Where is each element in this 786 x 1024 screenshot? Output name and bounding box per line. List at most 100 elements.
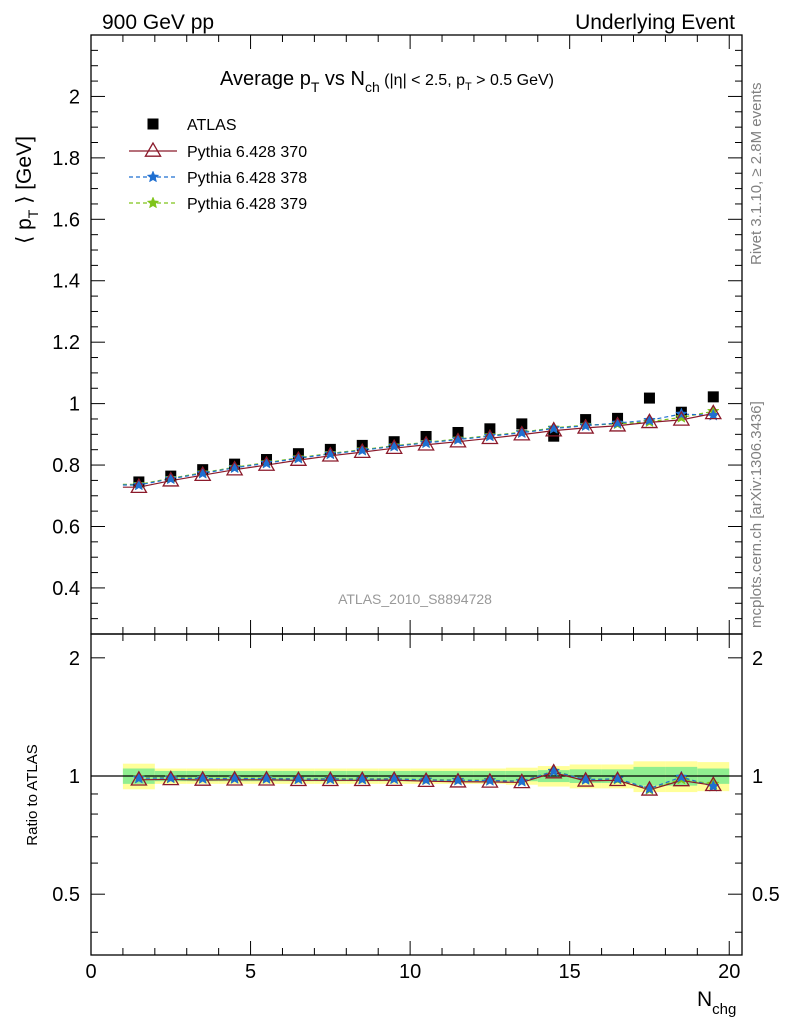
ratio-frame [90, 633, 743, 956]
pythia-378-point [483, 429, 497, 442]
y-tick-label: 1.8 [52, 148, 80, 170]
pythia-378-point [324, 447, 337, 460]
ratio-378-point [675, 770, 688, 783]
ratio-370-point [704, 775, 723, 792]
y-tick-label: 2 [69, 86, 80, 108]
ratio-370-point [449, 772, 467, 788]
pythia-378-point [196, 466, 210, 479]
pythia-378-point [547, 421, 561, 434]
header-right: Underlying Event [575, 11, 735, 34]
pythia-370-point [544, 421, 563, 437]
ratio-y-axis-label: Ratio to ATLAS [24, 744, 41, 845]
x-tick-label: 0 [85, 961, 96, 983]
atlas-data-point [643, 392, 655, 404]
pythia-370-point [321, 446, 340, 462]
pythia-378-point [228, 461, 241, 474]
pythia-378-point [387, 439, 401, 452]
legend-star-marker [146, 170, 160, 183]
pythia-370-point [162, 471, 180, 487]
main-plot-panel: 0.4 0.6 0.8 1 1.2 1.4 1.6 1.8 2 [52, 34, 743, 635]
pythia-378-point [611, 416, 624, 429]
atlas-data-point [516, 418, 528, 430]
ratio-378-point [387, 772, 401, 785]
ratio-378-point [355, 772, 369, 785]
x-tick-label: 15 [559, 961, 581, 983]
ratio-378-point [419, 773, 433, 786]
analysis-label: ATLAS_2010_S8894728 [338, 591, 492, 607]
ratio-378-point [132, 771, 146, 784]
ratio-y-tick-label: 1 [69, 766, 80, 788]
ratio-370-point [576, 771, 595, 787]
ratio-370-point [608, 771, 627, 787]
y-tick-label: 1 [69, 394, 80, 416]
legend-atlas-marker [147, 118, 159, 130]
ratio-370-point [385, 770, 403, 787]
ratio-370-point [289, 771, 308, 787]
pythia-370-point [672, 410, 691, 426]
main-data-points [122, 391, 723, 494]
legend-triangle-marker [144, 141, 162, 157]
ratio-378-point [579, 772, 592, 786]
ratio-370-point [417, 771, 435, 788]
ratio-y-tick-label-right: 2 [752, 648, 763, 670]
ratio-370-point [257, 770, 276, 786]
ratio-378-point [611, 772, 624, 785]
ratio-370-point [544, 763, 563, 779]
pythia-370-point [193, 465, 212, 482]
ratio-370-point [162, 770, 180, 786]
pythia-370-point [417, 435, 435, 451]
ratio-370-point [130, 770, 148, 786]
legend-label: ATLAS [187, 117, 237, 134]
ratio-y-tick-label-right: 0.5 [752, 884, 780, 906]
pythia-378-point [643, 413, 656, 426]
ratio-378-point [196, 771, 210, 784]
y-tick-label: 0.8 [52, 455, 80, 477]
ratio-370-point [193, 770, 212, 786]
pythia-370-point [481, 429, 499, 445]
pythia-370-point [353, 442, 371, 458]
legend: ATLAS Pythia 6.428 370 Pythia 6.428 378 Pyt… [129, 117, 307, 213]
ratio-y-tick-label: 0.5 [52, 884, 80, 906]
ratio-378-point [260, 771, 273, 784]
y-axis-label: ⟨ pT ⟩ [GeV] [13, 136, 41, 244]
ratio-370-point [640, 780, 659, 796]
pythia-378-point [164, 472, 178, 485]
ratio-370-point [672, 771, 691, 787]
x-tick-label: 10 [399, 961, 421, 983]
ratio-378-point [643, 781, 656, 794]
ratio-370-point [321, 771, 340, 787]
mcplots-label: mcplots.cern.ch [arXiv:1306.3436] [748, 401, 765, 628]
ratio-378-point [228, 771, 241, 784]
plot-title: Average pT vs Nch (|η| < 2.5, pT > 0.5 G… [220, 68, 554, 95]
rivet-version-label: Rivet 3.1.10, ≥ 2.8M events [748, 83, 765, 266]
pythia-370-point [704, 404, 723, 420]
main-ticks: 0.4 0.6 0.8 1 1.2 1.4 1.6 1.8 2 [52, 35, 742, 634]
header-left: 900 GeV pp [102, 11, 214, 34]
pythia-370-point [513, 425, 531, 441]
pythia-370-point [640, 413, 659, 429]
y-tick-label: 1.6 [52, 209, 80, 231]
pythia-370-point [289, 450, 308, 466]
ratio-y-tick-label: 2 [69, 648, 80, 670]
ratio-378-point [164, 771, 178, 784]
pythia-370-point [449, 432, 467, 448]
ratio-378-point [292, 772, 305, 785]
pythia-378-point [292, 451, 305, 464]
pythia-378-point [579, 419, 592, 432]
ratio-378-point [451, 773, 465, 786]
pythia-378-point [355, 443, 369, 456]
pythia-370-point [385, 438, 403, 455]
ratio-data-points [130, 763, 723, 796]
atlas-data-point [484, 423, 496, 435]
pythia-378-point [515, 426, 529, 439]
ratio-370-point [353, 771, 371, 787]
y-tick-label: 0.6 [52, 516, 80, 538]
legend-label: Pythia 6.428 378 [187, 170, 307, 187]
ratio-plot-panel: 0 5 10 15 20 0.5 0.5 1 1 2 2 [52, 633, 780, 983]
y-tick-label: 1.4 [52, 271, 80, 293]
x-tick-label: 20 [718, 961, 740, 983]
pythia-370-point [257, 455, 276, 471]
ratio-370-point [225, 770, 244, 786]
y-tick-label: 1.2 [52, 332, 80, 354]
